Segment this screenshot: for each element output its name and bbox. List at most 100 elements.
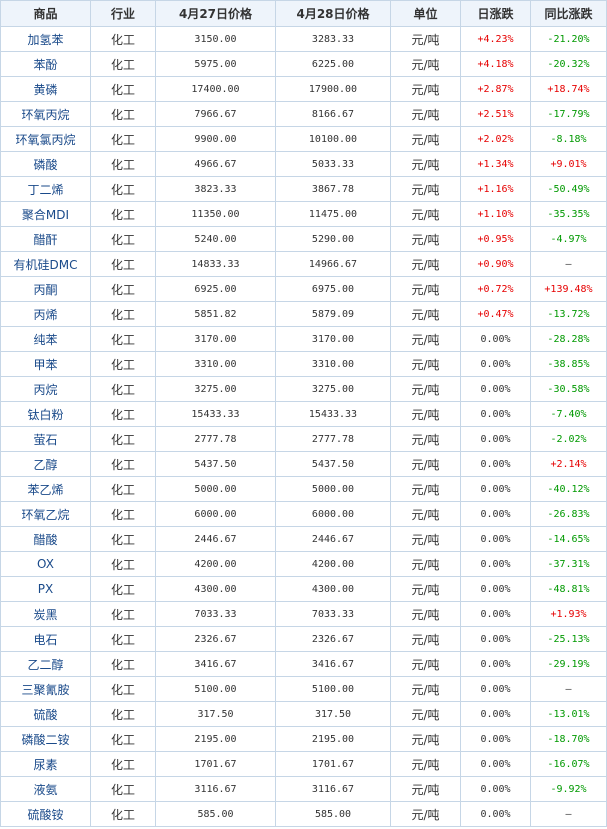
daily-change-cell: 0.00% [460, 551, 531, 577]
commodity-name-cell[interactable]: 环氧氯丙烷 [0, 126, 91, 152]
unit-cell: 元/吨 [390, 451, 461, 477]
price-apr28-cell: 10100.00 [275, 126, 391, 152]
daily-change-cell: 0.00% [460, 626, 531, 652]
commodity-name-cell[interactable]: 萤石 [0, 426, 91, 452]
commodity-name-cell[interactable]: 苯酚 [0, 51, 91, 77]
commodity-name-cell[interactable]: 乙醇 [0, 451, 91, 477]
price-apr27-cell: 3416.67 [155, 651, 276, 677]
industry-cell: 化工 [90, 376, 156, 402]
industry-cell: 化工 [90, 276, 156, 302]
unit-cell: 元/吨 [390, 651, 461, 677]
commodity-name-cell[interactable]: 加氢苯 [0, 26, 91, 52]
daily-change-cell: +1.34% [460, 151, 531, 177]
price-apr28-cell: 3867.78 [275, 176, 391, 202]
commodity-name-cell[interactable]: 钛白粉 [0, 401, 91, 427]
commodity-name-cell[interactable]: 电石 [0, 626, 91, 652]
price-apr27-cell: 3170.00 [155, 326, 276, 352]
industry-cell: 化工 [90, 201, 156, 227]
price-apr28-cell: 4300.00 [275, 576, 391, 602]
yoy-change-cell: +1.93% [530, 601, 607, 627]
price-apr27-cell: 3275.00 [155, 376, 276, 402]
table-row: 三聚氰胺 化工 5100.00 5100.00 元/吨 0.00% — [0, 676, 607, 702]
table-row: 环氧氯丙烷 化工 9900.00 10100.00 元/吨 +2.02% -8.18% [0, 126, 607, 152]
table-row: 加氢苯 化工 3150.00 3283.33 元/吨 +4.23% -21.20% [0, 26, 607, 52]
header-daily-change[interactable]: 日涨跌 [460, 0, 531, 27]
commodity-name-cell[interactable]: 尿素 [0, 751, 91, 777]
daily-change-cell: 0.00% [460, 326, 531, 352]
daily-change-cell: +2.02% [460, 126, 531, 152]
header-price-apr28[interactable]: 4月28日价格 [275, 0, 391, 27]
daily-change-cell: 0.00% [460, 501, 531, 527]
commodity-name-cell[interactable]: 苯乙烯 [0, 476, 91, 502]
table-row: 硫酸 化工 317.50 317.50 元/吨 0.00% -13.01% [0, 701, 607, 727]
commodity-name-cell[interactable]: 磷酸二铵 [0, 726, 91, 752]
daily-change-cell: 0.00% [460, 601, 531, 627]
commodity-name-cell[interactable]: 有机硅DMC [0, 251, 91, 277]
price-apr27-cell: 5000.00 [155, 476, 276, 502]
industry-cell: 化工 [90, 26, 156, 52]
yoy-change-cell: +18.74% [530, 76, 607, 102]
header-commodity[interactable]: 商品 [0, 0, 91, 27]
header-unit[interactable]: 单位 [390, 0, 461, 27]
commodity-name-cell[interactable]: 丙烷 [0, 376, 91, 402]
price-apr27-cell: 585.00 [155, 801, 276, 827]
daily-change-cell: 0.00% [460, 776, 531, 802]
daily-change-cell: 0.00% [460, 576, 531, 602]
table-row: 纯苯 化工 3170.00 3170.00 元/吨 0.00% -28.28% [0, 326, 607, 352]
daily-change-cell: 0.00% [460, 451, 531, 477]
price-apr27-cell: 3823.33 [155, 176, 276, 202]
price-apr28-cell: 15433.33 [275, 401, 391, 427]
table-row: 丁二烯 化工 3823.33 3867.78 元/吨 +1.16% -50.49% [0, 176, 607, 202]
commodity-name-cell[interactable]: 醋酐 [0, 226, 91, 252]
commodity-name-cell[interactable]: 纯苯 [0, 326, 91, 352]
header-price-apr27[interactable]: 4月27日价格 [155, 0, 276, 27]
unit-cell: 元/吨 [390, 726, 461, 752]
commodity-name-cell[interactable]: 黄磷 [0, 76, 91, 102]
daily-change-cell: 0.00% [460, 426, 531, 452]
header-industry[interactable]: 行业 [90, 0, 156, 27]
header-yoy-change[interactable]: 同比涨跌 [530, 0, 607, 27]
unit-cell: 元/吨 [390, 376, 461, 402]
price-apr28-cell: 1701.67 [275, 751, 391, 777]
commodity-name-cell[interactable]: 硫酸 [0, 701, 91, 727]
commodity-name-cell[interactable]: 磷酸 [0, 151, 91, 177]
commodity-name-cell[interactable]: PX [0, 576, 91, 602]
commodity-name-cell[interactable]: 液氨 [0, 776, 91, 802]
commodity-name-cell[interactable]: 三聚氰胺 [0, 676, 91, 702]
daily-change-cell: 0.00% [460, 376, 531, 402]
yoy-change-cell: -20.32% [530, 51, 607, 77]
commodity-name-cell[interactable]: 丙烯 [0, 301, 91, 327]
price-apr28-cell: 2777.78 [275, 426, 391, 452]
commodity-name-cell[interactable]: 醋酸 [0, 526, 91, 552]
industry-cell: 化工 [90, 526, 156, 552]
price-apr28-cell: 7033.33 [275, 601, 391, 627]
daily-change-cell: +2.51% [460, 101, 531, 127]
commodity-name-cell[interactable]: 硫酸铵 [0, 801, 91, 827]
table-row: 有机硅DMC 化工 14833.33 14966.67 元/吨 +0.90% — [0, 251, 607, 277]
commodity-name-cell[interactable]: OX [0, 551, 91, 577]
daily-change-cell: 0.00% [460, 701, 531, 727]
unit-cell: 元/吨 [390, 401, 461, 427]
commodity-name-cell[interactable]: 环氧乙烷 [0, 501, 91, 527]
price-apr27-cell: 11350.00 [155, 201, 276, 227]
price-apr28-cell: 4200.00 [275, 551, 391, 577]
table-row: 乙二醇 化工 3416.67 3416.67 元/吨 0.00% -29.19% [0, 651, 607, 677]
commodity-name-cell[interactable]: 环氧丙烷 [0, 101, 91, 127]
price-apr27-cell: 2446.67 [155, 526, 276, 552]
price-apr28-cell: 5100.00 [275, 676, 391, 702]
commodity-name-cell[interactable]: 聚合MDI [0, 201, 91, 227]
commodity-name-cell[interactable]: 丁二烯 [0, 176, 91, 202]
unit-cell: 元/吨 [390, 676, 461, 702]
price-apr27-cell: 7033.33 [155, 601, 276, 627]
price-apr27-cell: 5100.00 [155, 676, 276, 702]
yoy-change-cell: -13.72% [530, 301, 607, 327]
price-apr27-cell: 6000.00 [155, 501, 276, 527]
commodity-name-cell[interactable]: 乙二醇 [0, 651, 91, 677]
table-row: 环氧乙烷 化工 6000.00 6000.00 元/吨 0.00% -26.83% [0, 501, 607, 527]
table-row: 乙醇 化工 5437.50 5437.50 元/吨 0.00% +2.14% [0, 451, 607, 477]
yoy-change-cell: -8.18% [530, 126, 607, 152]
commodity-name-cell[interactable]: 丙酮 [0, 276, 91, 302]
commodity-name-cell[interactable]: 甲苯 [0, 351, 91, 377]
commodity-name-cell[interactable]: 炭黑 [0, 601, 91, 627]
unit-cell: 元/吨 [390, 51, 461, 77]
